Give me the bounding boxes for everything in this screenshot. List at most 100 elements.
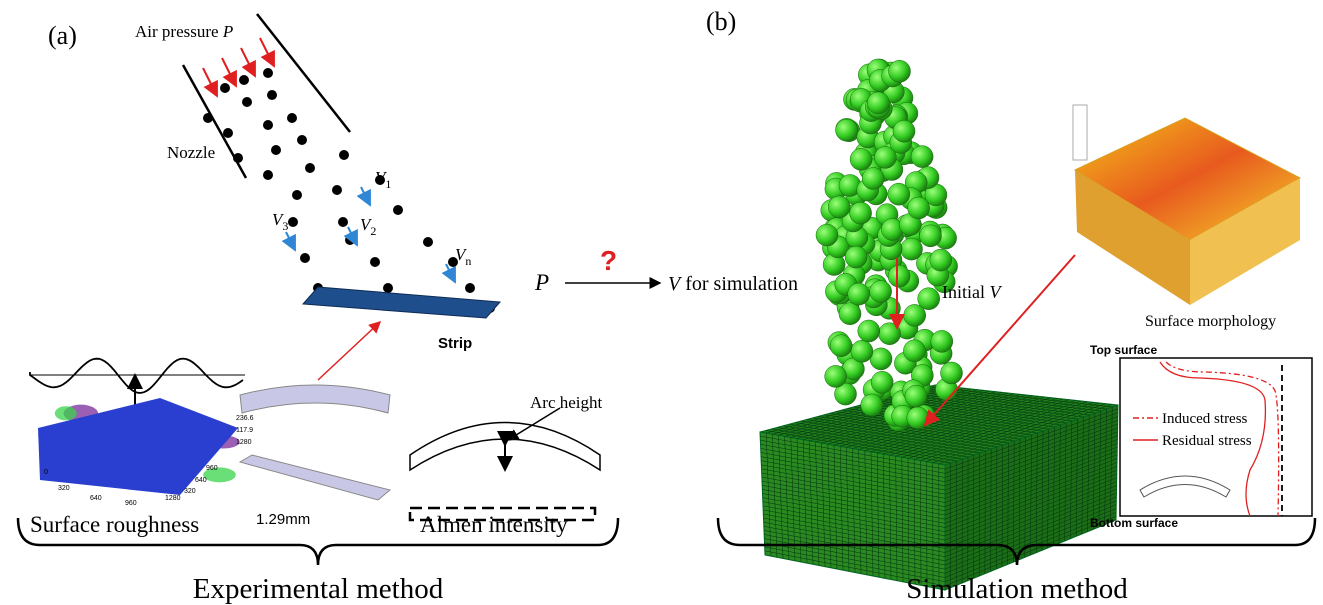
- velocity-label: V1: [375, 168, 391, 191]
- shot-sphere: [828, 196, 850, 218]
- particle: [339, 150, 349, 160]
- subscript: 2: [370, 224, 376, 238]
- nozzle-label: Nozzle: [167, 143, 215, 162]
- axis-label: 236.6: [236, 415, 254, 422]
- shot-sphere: [908, 197, 930, 219]
- particle: [370, 257, 380, 267]
- subscript: n: [465, 254, 471, 268]
- almen-strip-flat: [240, 455, 390, 500]
- symbol: P: [222, 22, 233, 41]
- particle: [305, 163, 315, 173]
- velocity-arrow: [361, 187, 370, 205]
- particle: [332, 185, 342, 195]
- pressure-arrow: [260, 38, 274, 66]
- legend-entry: Induced stress: [1162, 411, 1248, 427]
- shot-sphere: [845, 246, 867, 268]
- panel-label: (b): [706, 7, 736, 36]
- text: Initial: [942, 282, 990, 302]
- figure: (a) Air pressure P Nozzle Strip 1.29mm A…: [0, 0, 1323, 605]
- shot-sphere: [901, 238, 923, 260]
- shot-sphere: [858, 320, 880, 342]
- pressure-arrow: [222, 58, 236, 86]
- particle: [297, 135, 307, 145]
- arrow: [508, 408, 560, 440]
- shot-sphere: [870, 348, 892, 370]
- particle: [338, 217, 348, 227]
- axis-label: 960: [125, 500, 137, 507]
- input-label: P: [534, 270, 549, 295]
- shot-sphere: [931, 330, 953, 352]
- shot-sphere: [861, 394, 883, 416]
- particle: [393, 205, 403, 215]
- axis-label: 1280: [236, 439, 252, 446]
- shot-sphere: [889, 60, 911, 82]
- shot-sphere: [888, 183, 910, 205]
- shot-sphere: [907, 407, 929, 429]
- legend-entry: Residual stress: [1162, 433, 1252, 449]
- shot-sphere: [862, 168, 884, 190]
- roughness-wave: [30, 359, 243, 393]
- particle: [267, 90, 277, 100]
- shot-sphere: [830, 335, 852, 357]
- mesh-block: [760, 385, 1118, 590]
- velocity-label: V3: [272, 210, 288, 233]
- particle: [220, 83, 230, 93]
- color-legend: [1073, 105, 1087, 160]
- morphology-label: Surface morphology: [1145, 313, 1276, 330]
- velocity-label: V2: [360, 215, 376, 238]
- method-label: Simulation method: [906, 573, 1128, 605]
- particle: [465, 283, 475, 293]
- particle: [288, 217, 298, 227]
- shot-sphere: [870, 281, 892, 303]
- shot-sphere: [825, 365, 847, 387]
- particle: [239, 75, 249, 85]
- top-surface-label: Top surface: [1090, 343, 1157, 357]
- shot-sphere: [848, 283, 870, 305]
- bottom-surface-label: Bottom surface: [1090, 516, 1178, 530]
- axis-label: 640: [195, 477, 207, 484]
- shot-sphere: [871, 371, 893, 393]
- particle: [287, 113, 297, 123]
- particle: [300, 253, 310, 263]
- velocity-label: Vn: [455, 245, 471, 268]
- caption: Almen intensity: [420, 512, 568, 537]
- particle: [263, 170, 273, 180]
- roughness-blob: [55, 406, 77, 420]
- particle: [423, 237, 433, 247]
- output-label: V for simulation: [668, 273, 798, 295]
- shot-sphere: [920, 225, 942, 247]
- shot-sphere: [888, 265, 910, 287]
- pressure-arrow: [203, 68, 217, 96]
- axis-label: 117.9: [236, 427, 253, 434]
- shot-sphere: [839, 303, 861, 325]
- particle: [223, 128, 233, 138]
- particle: [292, 190, 302, 200]
- text: Air pressure: [135, 22, 223, 41]
- almen-strip-bent: [240, 385, 390, 413]
- axis-label: 1280: [165, 495, 181, 502]
- axis-label: 960: [206, 465, 218, 472]
- air-pressure-label: Air pressure P: [135, 22, 233, 41]
- shot-sphere: [941, 362, 963, 384]
- strip-label: Strip: [438, 335, 472, 352]
- initial-velocity-label: Initial V: [942, 282, 1003, 302]
- text: for simulation: [680, 273, 798, 295]
- thickness-label: 1.29mm: [256, 511, 310, 528]
- shot-sphere: [904, 304, 926, 326]
- shot-sphere: [905, 385, 927, 407]
- axis-label: 640: [90, 495, 102, 502]
- axis-label: 0: [44, 469, 48, 476]
- shot-sphere: [867, 92, 889, 114]
- shot-sphere: [930, 249, 952, 271]
- axis-label: 320: [184, 488, 196, 495]
- particle: [263, 68, 273, 78]
- shot-sphere: [903, 340, 925, 362]
- subscript: 1: [385, 177, 391, 191]
- question-mark: ?: [600, 245, 617, 276]
- shot-sphere: [816, 224, 838, 246]
- arrow: [318, 322, 380, 380]
- symbol: V: [990, 282, 1003, 302]
- caption: Surface roughness: [30, 512, 199, 537]
- shot-sphere: [851, 340, 873, 362]
- shot-sphere: [836, 119, 858, 141]
